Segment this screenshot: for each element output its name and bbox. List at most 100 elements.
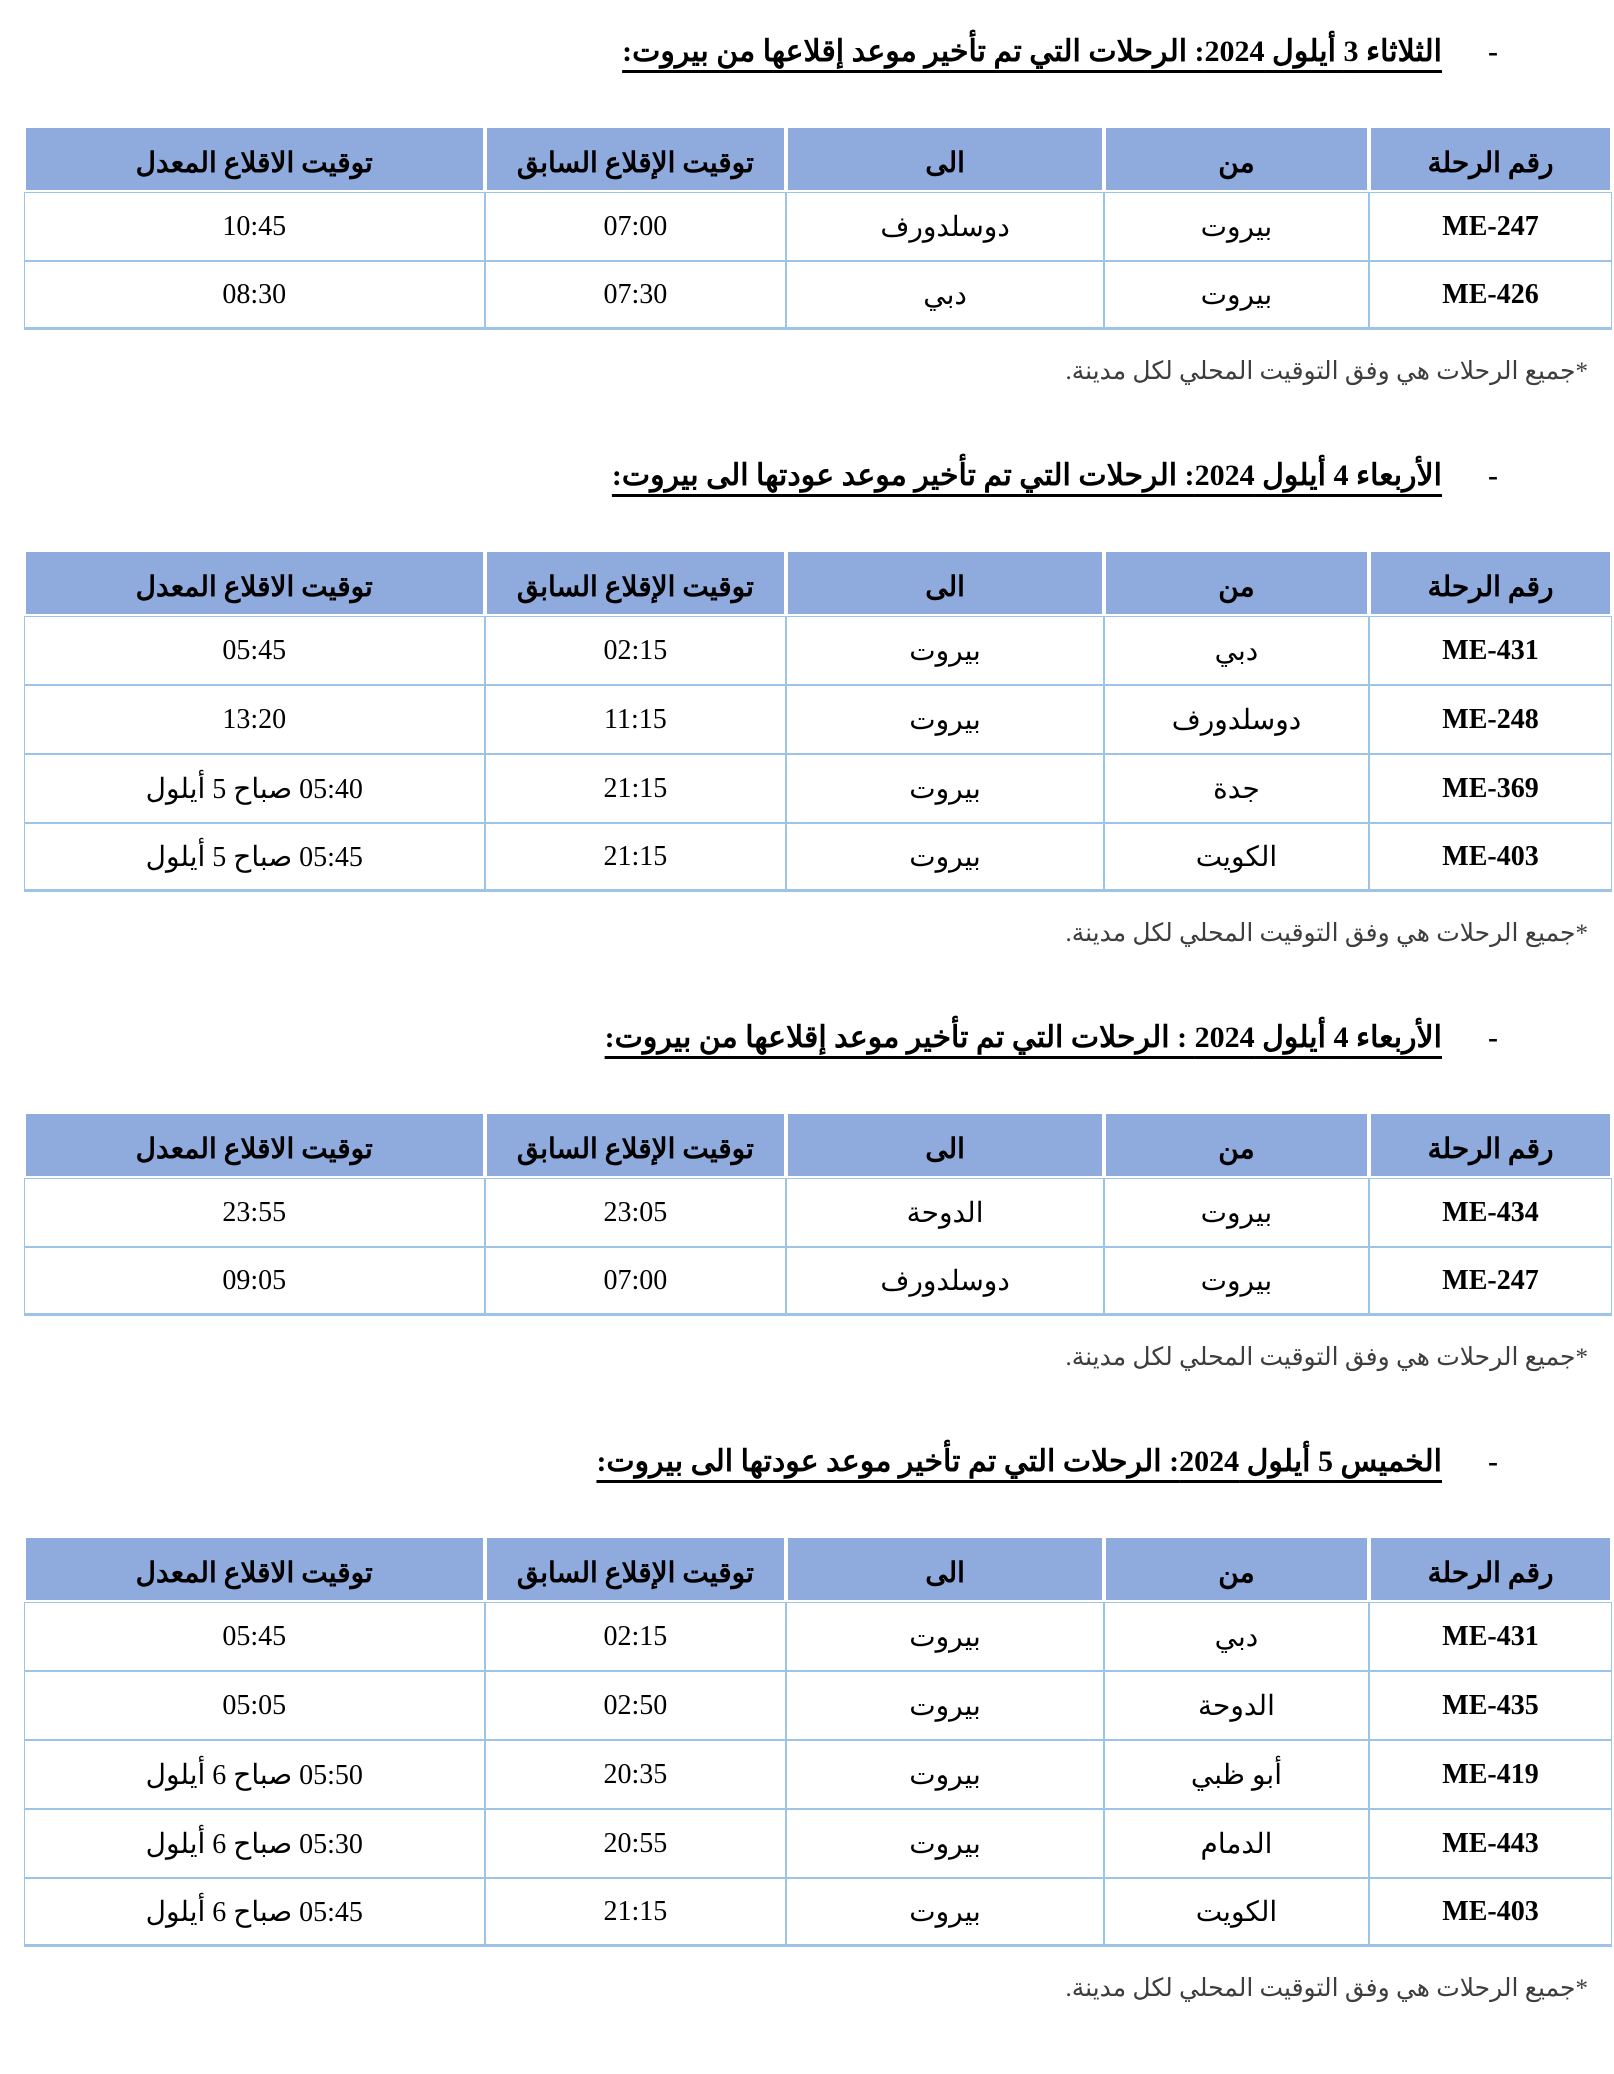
col-header-from: من	[1103, 1536, 1370, 1602]
cell-revised-departure-time: 05:05	[24, 1671, 485, 1740]
cell-flight-number: ME-431	[1369, 1602, 1612, 1671]
flights-table: رقم الرحلة من الى توقيت الإقلاع السابق ت…	[24, 550, 1612, 892]
flights-table: رقم الرحلة من الى توقيت الإقلاع السابق ت…	[24, 126, 1612, 330]
cell-revised-departure-time: 05:50 صباح 6 أيلول	[24, 1740, 485, 1809]
cell-revised-departure-time: 08:30	[24, 261, 485, 330]
col-header-to: الى	[786, 1112, 1104, 1178]
table-row: ME-248 دوسلدورف بيروت 11:15 13:20	[24, 685, 1612, 754]
cell-flight-number: ME-247	[1369, 1247, 1612, 1316]
cell-from: بيروت	[1103, 1247, 1370, 1316]
cell-revised-departure-time: 05:30 صباح 6 أيلول	[24, 1809, 485, 1878]
cell-previous-departure-time: 20:55	[484, 1809, 787, 1878]
list-dash: -	[1488, 35, 1498, 68]
col-header-previous-departure-time: توقيت الإقلاع السابق	[484, 126, 787, 192]
cell-to: بيروت	[786, 1878, 1104, 1947]
cell-to: بيروت	[786, 1740, 1104, 1809]
cell-previous-departure-time: 11:15	[484, 685, 787, 754]
cell-previous-departure-time: 21:15	[484, 1878, 787, 1947]
flights-table: رقم الرحلة من الى توقيت الإقلاع السابق ت…	[24, 1112, 1612, 1316]
section-title-text: الأربعاء 4 أيلول 2024 : الرحلات التي تم …	[604, 1021, 1442, 1054]
table-row: ME-431 دبي بيروت 02:15 05:45	[24, 616, 1612, 685]
cell-to: بيروت	[786, 1671, 1104, 1740]
table-row: ME-431 دبي بيروت 02:15 05:45	[24, 1602, 1612, 1671]
cell-revised-departure-time: 05:45	[24, 616, 485, 685]
section-title-text: الأربعاء 4 أيلول 2024: الرحلات التي تم ت…	[611, 459, 1442, 492]
cell-previous-departure-time: 07:00	[484, 1247, 787, 1316]
table-body: ME-431 دبي بيروت 02:15 05:45 ME-248 دوسل…	[24, 616, 1612, 892]
cell-from: جدة	[1103, 754, 1370, 823]
table-header-row: رقم الرحلة من الى توقيت الإقلاع السابق ت…	[24, 1536, 1612, 1602]
cell-revised-departure-time: 05:45 صباح 5 أيلول	[24, 823, 485, 892]
local-time-note: *جميع الرحلات هي وفق التوقيت المحلي لكل …	[1065, 1344, 1588, 1371]
cell-to: الدوحة	[786, 1178, 1104, 1247]
section-title: - الأربعاء 4 أيلول 2024 : الرحلات التي ت…	[0, 1012, 1614, 1064]
cell-to: بيروت	[786, 1809, 1104, 1878]
col-header-to: الى	[786, 1536, 1104, 1602]
col-header-previous-departure-time: توقيت الإقلاع السابق	[484, 1112, 787, 1178]
table-row: ME-403 الكويت بيروت 21:15 05:45 صباح 6 أ…	[24, 1878, 1612, 1947]
cell-revised-departure-time: 09:05	[24, 1247, 485, 1316]
table-row: ME-247 بيروت دوسلدورف 07:00 10:45	[24, 192, 1612, 261]
schedule-section: - الأربعاء 4 أيلول 2024 : الرحلات التي ت…	[0, 1012, 1614, 1372]
cell-previous-departure-time: 02:50	[484, 1671, 787, 1740]
cell-revised-departure-time: 10:45	[24, 192, 485, 261]
schedule-section: - الثلاثاء 3 أيلول 2024: الرحلات التي تم…	[0, 26, 1614, 386]
cell-flight-number: ME-435	[1369, 1671, 1612, 1740]
cell-to: دوسلدورف	[786, 192, 1104, 261]
cell-flight-number: ME-247	[1369, 192, 1612, 261]
table-header-row: رقم الرحلة من الى توقيت الإقلاع السابق ت…	[24, 126, 1612, 192]
col-header-from: من	[1103, 550, 1370, 616]
local-time-note: *جميع الرحلات هي وفق التوقيت المحلي لكل …	[1065, 358, 1588, 385]
table-row: ME-403 الكويت بيروت 21:15 05:45 صباح 5 أ…	[24, 823, 1612, 892]
cell-from: بيروت	[1103, 192, 1370, 261]
col-header-previous-departure-time: توقيت الإقلاع السابق	[484, 550, 787, 616]
flight-delays-document: - الثلاثاء 3 أيلول 2024: الرحلات التي تم…	[0, 26, 1614, 2003]
cell-to: بيروت	[786, 754, 1104, 823]
cell-flight-number: ME-403	[1369, 823, 1612, 892]
cell-flight-number: ME-434	[1369, 1178, 1612, 1247]
col-header-flight-number: رقم الرحلة	[1369, 550, 1612, 616]
cell-from: دوسلدورف	[1103, 685, 1370, 754]
cell-to: دوسلدورف	[786, 1247, 1104, 1316]
cell-revised-departure-time: 13:20	[24, 685, 485, 754]
col-header-from: من	[1103, 1112, 1370, 1178]
local-time-note: *جميع الرحلات هي وفق التوقيت المحلي لكل …	[1065, 920, 1588, 947]
cell-revised-departure-time: 23:55	[24, 1178, 485, 1247]
cell-previous-departure-time: 07:00	[484, 192, 787, 261]
col-header-revised-departure-time: توقيت الاقلاع المعدل	[24, 1536, 485, 1602]
table-header-row: رقم الرحلة من الى توقيت الإقلاع السابق ت…	[24, 550, 1612, 616]
col-header-flight-number: رقم الرحلة	[1369, 126, 1612, 192]
cell-from: بيروت	[1103, 1178, 1370, 1247]
table-row: ME-426 بيروت دبي 07:30 08:30	[24, 261, 1612, 330]
section-title-text: الثلاثاء 3 أيلول 2024: الرحلات التي تم ت…	[622, 35, 1442, 68]
cell-from: دبي	[1103, 616, 1370, 685]
table-row: ME-369 جدة بيروت 21:15 05:40 صباح 5 أيلو…	[24, 754, 1612, 823]
table-row: ME-434 بيروت الدوحة 23:05 23:55	[24, 1178, 1612, 1247]
col-header-to: الى	[786, 550, 1104, 616]
table-row: ME-247 بيروت دوسلدورف 07:00 09:05	[24, 1247, 1612, 1316]
table-row: ME-443 الدمام بيروت 20:55 05:30 صباح 6 أ…	[24, 1809, 1612, 1878]
cell-flight-number: ME-426	[1369, 261, 1612, 330]
cell-flight-number: ME-248	[1369, 685, 1612, 754]
cell-to: بيروت	[786, 1602, 1104, 1671]
col-header-revised-departure-time: توقيت الاقلاع المعدل	[24, 126, 485, 192]
cell-revised-departure-time: 05:45 صباح 6 أيلول	[24, 1878, 485, 1947]
flights-table: رقم الرحلة من الى توقيت الإقلاع السابق ت…	[24, 1536, 1612, 1947]
cell-from: الكويت	[1103, 1878, 1370, 1947]
cell-previous-departure-time: 21:15	[484, 754, 787, 823]
list-dash: -	[1488, 459, 1498, 492]
cell-previous-departure-time: 07:30	[484, 261, 787, 330]
cell-to: دبي	[786, 261, 1104, 330]
cell-revised-departure-time: 05:40 صباح 5 أيلول	[24, 754, 485, 823]
list-dash: -	[1488, 1445, 1498, 1478]
cell-to: بيروت	[786, 616, 1104, 685]
schedule-section: - الأربعاء 4 أيلول 2024: الرحلات التي تم…	[0, 450, 1614, 948]
cell-previous-departure-time: 02:15	[484, 616, 787, 685]
table-body: ME-431 دبي بيروت 02:15 05:45 ME-435 الدو…	[24, 1602, 1612, 1947]
cell-to: بيروت	[786, 823, 1104, 892]
cell-from: أبو ظبي	[1103, 1740, 1370, 1809]
table-body: ME-247 بيروت دوسلدورف 07:00 10:45 ME-426…	[24, 192, 1612, 330]
local-time-note: *جميع الرحلات هي وفق التوقيت المحلي لكل …	[1065, 1975, 1588, 2002]
col-header-revised-departure-time: توقيت الاقلاع المعدل	[24, 1112, 485, 1178]
cell-from: الكويت	[1103, 823, 1370, 892]
